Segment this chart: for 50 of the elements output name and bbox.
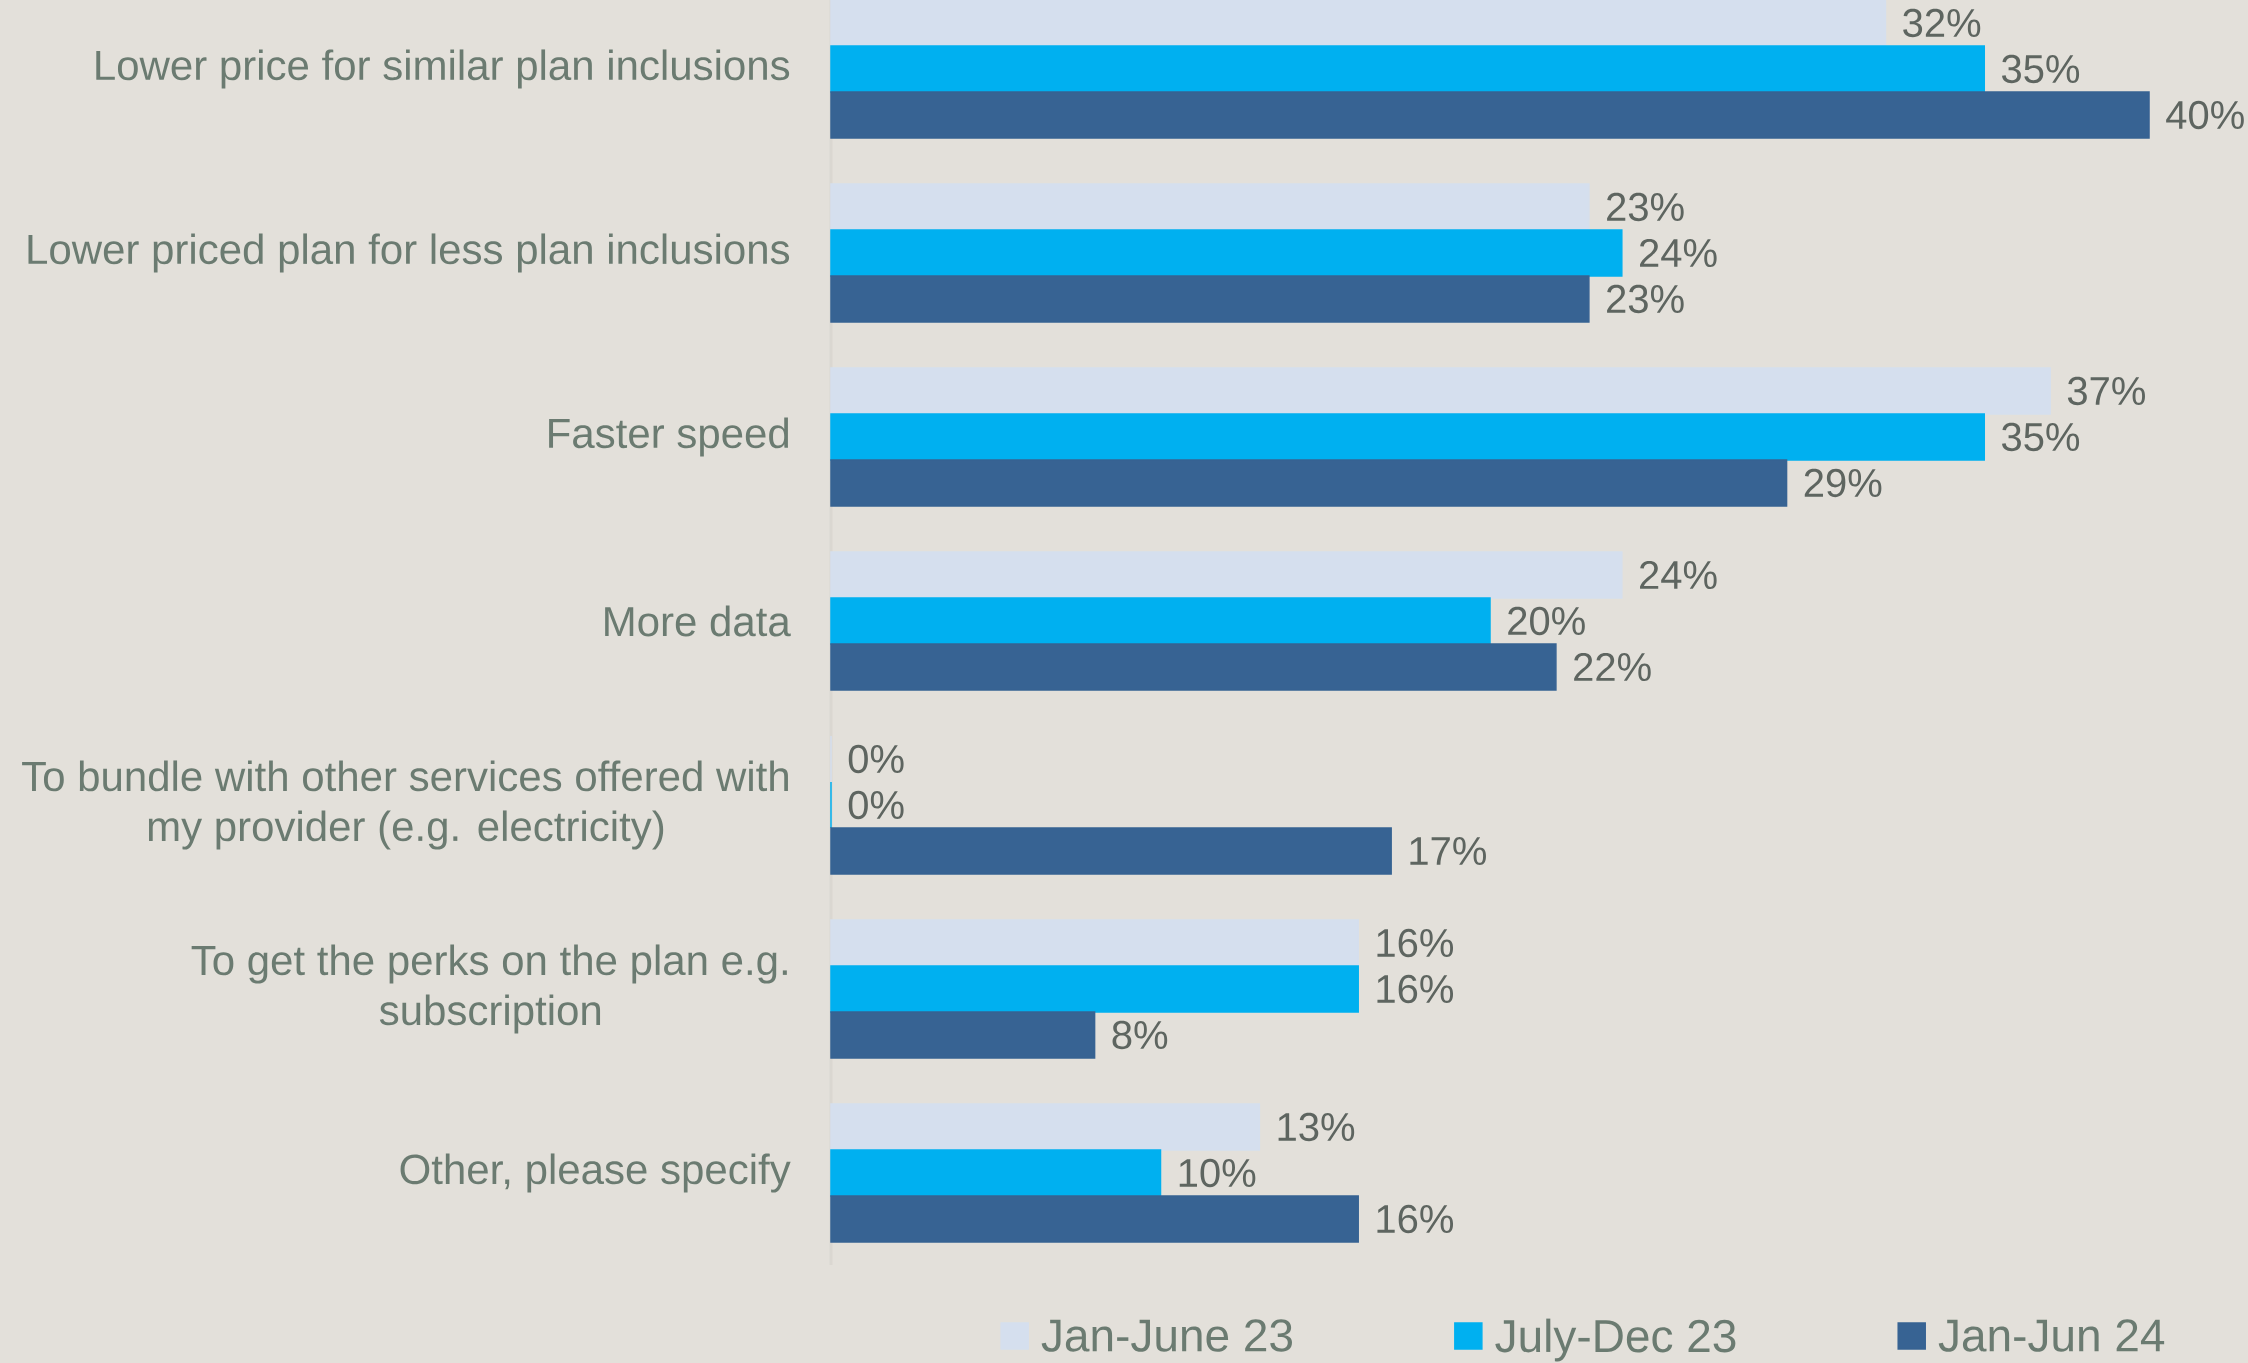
data-label: 24% bbox=[1640, 238, 1717, 268]
data-label: 35% bbox=[2001, 422, 2080, 452]
data-label: 35% bbox=[2001, 54, 2080, 84]
bar bbox=[830, 919, 1359, 967]
bar bbox=[830, 1149, 1162, 1197]
bar bbox=[830, 643, 1557, 691]
bar bbox=[830, 459, 1788, 507]
bar bbox=[830, 827, 1392, 875]
bar bbox=[830, 551, 1623, 599]
data-label: 32% bbox=[1903, 8, 1981, 38]
bar bbox=[830, 597, 1491, 645]
bar bbox=[830, 91, 2150, 139]
data-label: 29% bbox=[1804, 468, 1882, 498]
data-label: 8% bbox=[1112, 1020, 1168, 1050]
bar bbox=[830, 45, 1986, 93]
data-label: 23% bbox=[1607, 284, 1684, 314]
y-tick-label: To get the perks on the plan e.g. subscription bbox=[191, 944, 787, 1034]
bar bbox=[830, 0, 1887, 47]
data-label: 17% bbox=[1410, 837, 1486, 866]
data-label: 13% bbox=[1278, 1112, 1355, 1142]
data-label: 0% bbox=[848, 790, 904, 820]
y-tick-label: Other, please specify bbox=[400, 1153, 791, 1193]
bar bbox=[830, 1011, 1096, 1059]
data-label: 16% bbox=[1377, 974, 1454, 1004]
bar bbox=[830, 1195, 1359, 1243]
y-tick-label: More data bbox=[605, 605, 791, 637]
bar bbox=[830, 275, 1590, 323]
legend-label: Jan-June 23 bbox=[1041, 1319, 1292, 1352]
bar bbox=[830, 413, 1986, 461]
y-tick-label: To bundle with other services offered with my provider (e.g. electricity) bbox=[22, 760, 788, 850]
bar bbox=[830, 1103, 1261, 1151]
y-tick-label: Lower priced plan for less plan inclusions bbox=[28, 233, 790, 273]
legend-label: July-Dec 23 bbox=[1495, 1318, 1736, 1362]
data-label: 22% bbox=[1574, 652, 1651, 682]
data-label: 0% bbox=[848, 744, 904, 774]
data-label: 20% bbox=[1508, 606, 1585, 636]
y-tick-label: Lower price for similar plan inclusions bbox=[96, 49, 790, 89]
data-label: 16% bbox=[1377, 928, 1454, 958]
bar bbox=[830, 183, 1590, 231]
data-label: 16% bbox=[1377, 1204, 1454, 1234]
data-label: 40% bbox=[2166, 100, 2244, 130]
bar bbox=[830, 367, 2051, 415]
data-label: 24% bbox=[1640, 560, 1717, 590]
data-label: 10% bbox=[1179, 1158, 1256, 1188]
data-label: 23% bbox=[1607, 192, 1684, 222]
legend-label: Jan-Jun 24 bbox=[1938, 1319, 2165, 1352]
y-tick-label: Faster speed bbox=[549, 417, 789, 457]
bar bbox=[830, 229, 1623, 277]
bar bbox=[830, 965, 1359, 1013]
data-label: 37% bbox=[2067, 376, 2145, 406]
